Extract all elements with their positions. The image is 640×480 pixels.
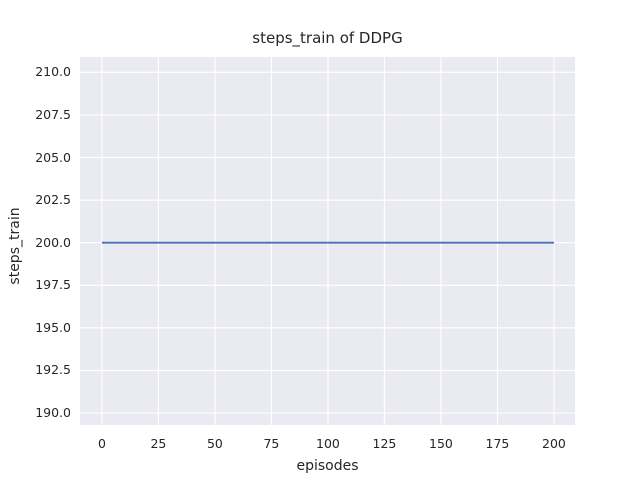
x-tick-label: 100	[316, 436, 340, 451]
y-tick-label: 197.5	[35, 277, 71, 293]
x-tick-label: 0	[97, 436, 106, 451]
x-tick-label: 50	[206, 436, 223, 451]
x-tick-label: 25	[150, 436, 167, 451]
plot-svg	[80, 57, 575, 425]
y-tick-label: 202.5	[35, 192, 71, 208]
y-tick-label: 210.0	[35, 64, 71, 80]
x-axis-label: episodes	[296, 458, 359, 474]
x-tick-label: 150	[429, 436, 453, 451]
x-tick-label: 175	[485, 436, 510, 451]
y-tick-label: 192.5	[35, 362, 71, 378]
x-tick-label: 200	[542, 436, 566, 451]
y-tick-label: 205.0	[35, 149, 71, 165]
y-tick-label: 195.0	[35, 319, 71, 335]
chart-title: steps_train of DDPG	[252, 29, 403, 47]
plot-area	[80, 57, 575, 425]
y-tick-label: 207.5	[35, 106, 71, 122]
x-tick-label: 75	[263, 436, 280, 451]
y-tick-label: 200.0	[35, 234, 71, 250]
x-tick-label: 125	[372, 436, 397, 451]
y-tick-label: 190.0	[35, 405, 71, 421]
